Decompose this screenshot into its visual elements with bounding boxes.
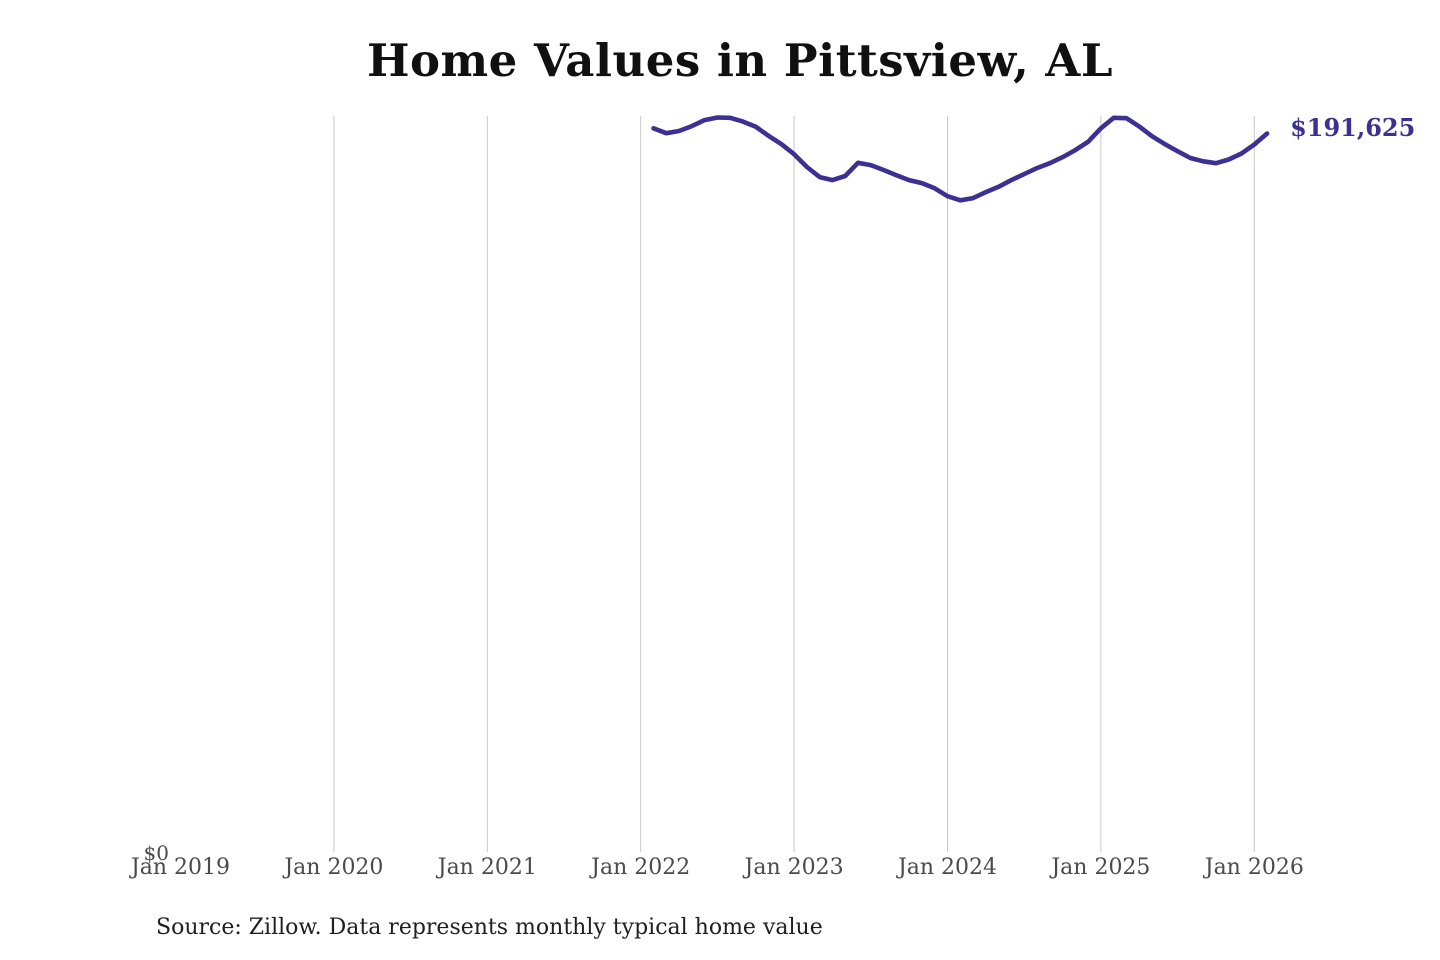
home-value-line [651, 115, 1270, 203]
x-tick-label-2026-01: Jan 2026 [1204, 855, 1304, 880]
latest-value-label: $191,625 [1290, 112, 1416, 142]
x-tick-label-2021-01: Jan 2021 [437, 855, 537, 880]
x-tick-label-2023-01: Jan 2023 [744, 855, 844, 880]
x-tick-label-2025-01: Jan 2025 [1051, 855, 1151, 880]
source-note: Source: Zillow. Data represents monthly … [156, 915, 823, 940]
x-tick-label-2024-01: Jan 2024 [897, 855, 998, 880]
x-tick-label-2022-01: Jan 2022 [591, 855, 691, 880]
chart-title: Home Values in Pittsview, AL [367, 34, 1113, 87]
x-tick-label-2019-01: Jan 2019 [130, 855, 231, 880]
y-axis-zero-label: $0 [143, 841, 169, 865]
x-tick-label-2020-01: Jan 2020 [284, 855, 384, 880]
